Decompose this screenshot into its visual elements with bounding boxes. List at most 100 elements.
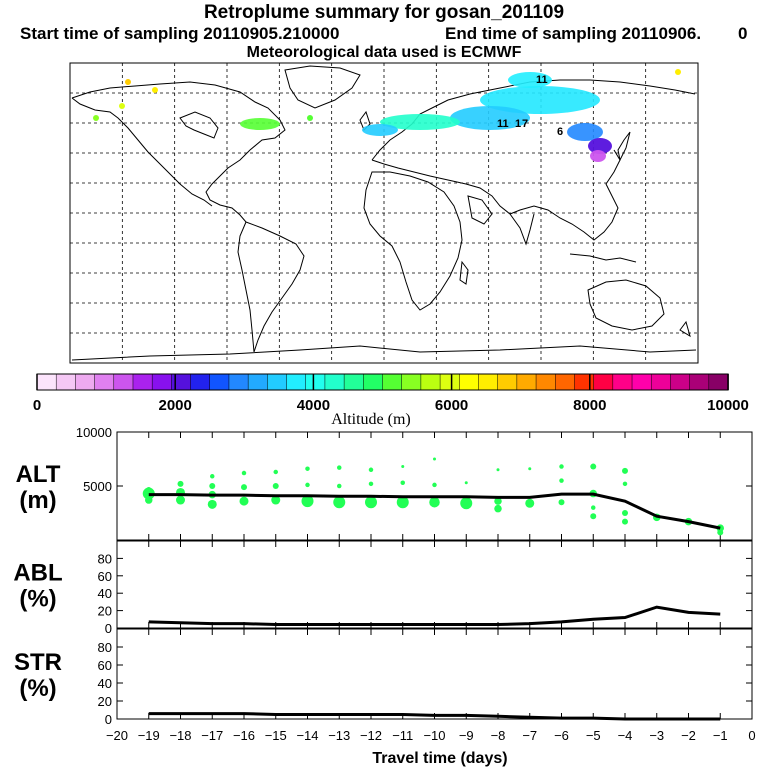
y-tick-label: 20 [98, 694, 112, 709]
panel-alt: 10000 5000 ALT(m) [16, 425, 753, 541]
colorbar-cell [689, 373, 710, 391]
x-tick-label: −8 [491, 728, 506, 743]
abl-fraction-line [148, 605, 721, 627]
colorbar-tick-label: 4000 [297, 397, 330, 414]
altitude-point [337, 483, 342, 489]
altitude-point [432, 482, 437, 488]
panel-label-name: STR [14, 649, 62, 676]
colorbar-tick-label: 6000 [435, 397, 468, 414]
y-tick-label: 0 [105, 621, 112, 636]
colorbar-cell [574, 373, 595, 391]
colorbar-cell [497, 373, 518, 391]
altitude-point [429, 496, 440, 508]
altitude-point [271, 495, 281, 505]
plume-label: 11 [497, 118, 509, 130]
y-tick-label: 10000 [76, 425, 112, 440]
plume-labels: 11 11 1 7 6 [497, 74, 563, 138]
altitude-colorbar: 0 2000 4000 6000 8000 10000 Altitude (m) [33, 373, 749, 428]
altitude-point [368, 481, 374, 487]
altitude-point [207, 499, 217, 509]
colorbar-cell [171, 373, 192, 391]
colorbar-cell [286, 373, 307, 391]
altitude-point [528, 467, 532, 471]
median-altitude-line [148, 492, 721, 530]
x-tick-label: −3 [649, 728, 664, 743]
altitude-point [400, 480, 405, 486]
x-tick-label: −19 [138, 728, 160, 743]
altitude-point [305, 482, 310, 488]
x-tick-label: −16 [233, 728, 255, 743]
x-tick-label: −20 [106, 728, 128, 743]
colorbar-cell [670, 373, 691, 391]
world-map: 11 11 1 7 6 [69, 62, 699, 364]
x-tick-label: −14 [296, 728, 318, 743]
colorbar-tick-label: 8000 [573, 397, 606, 414]
colorbar-cell [439, 373, 461, 391]
plume-trace [93, 69, 681, 162]
colorbar-tick-label: 0 [33, 397, 41, 414]
panel-label-name: ALT [16, 461, 61, 488]
x-tick-label: −11 [392, 728, 413, 743]
y-tick-label: 40 [98, 586, 112, 601]
x-tick-label: −2 [681, 728, 696, 743]
y-tick-label: 20 [98, 604, 112, 619]
x-tick-label: −13 [328, 728, 350, 743]
colorbar-cell [132, 373, 153, 391]
colorbar-cell [612, 373, 633, 391]
altitude-point [333, 496, 346, 509]
altitude-point [559, 478, 564, 483]
panel-frame [116, 540, 753, 629]
colorbar-cell [535, 373, 556, 391]
panel-frame [116, 628, 753, 720]
colorbar-label: Altitude (m) [331, 411, 411, 428]
colorbar-cell [516, 373, 537, 391]
x-tick-label: −12 [360, 728, 382, 743]
colorbar-cell [75, 373, 96, 391]
colorbar-cell [708, 373, 729, 391]
altitude-point [401, 465, 405, 469]
altitude-point [494, 497, 502, 505]
altitude-point [590, 463, 597, 470]
colorbar-cell [55, 373, 77, 391]
plume-label: 6 [557, 126, 563, 138]
colorbar-tick-label: 10000 [707, 397, 749, 414]
plume-label: 7 [522, 118, 528, 130]
colorbar-cell [631, 373, 652, 391]
colorbar-cell [459, 373, 480, 391]
altitude-point [176, 495, 185, 505]
y-tick-label: 40 [98, 676, 112, 691]
altitude-point [365, 496, 377, 509]
colorbar-cell [324, 373, 345, 391]
y-tick-label: 5000 [83, 479, 112, 494]
altitude-point [460, 497, 473, 510]
x-tick-label: −5 [586, 728, 601, 743]
altitude-point [241, 470, 247, 476]
time-series-panels: 100005000ALT(m)020406080ABL(%)020406080S… [13, 425, 755, 767]
colorbar-cell [420, 373, 441, 391]
y-tick-label: 0 [105, 712, 112, 727]
altitude-point [558, 499, 565, 506]
panel-label-unit: (%) [19, 586, 56, 613]
altitude-point [210, 474, 215, 479]
x-tick-label: −10 [423, 728, 445, 743]
panel-label-name: ABL [13, 560, 62, 587]
altitude-point [145, 496, 153, 504]
colorbar-cell [267, 373, 288, 391]
altitude-point [433, 457, 436, 461]
y-tick-label: 60 [98, 658, 112, 673]
panel-label-unit: (%) [19, 675, 56, 702]
str-fraction-line [148, 712, 721, 721]
map-gridlines [70, 63, 698, 363]
colorbar-cell [382, 373, 403, 391]
plume-label: 11 [536, 74, 548, 86]
altitude-point [241, 484, 247, 491]
y-tick-label: 60 [98, 569, 112, 584]
panel-label-unit: (m) [19, 487, 56, 514]
colorbar-cell [228, 373, 249, 391]
colorbar-cell [555, 373, 576, 391]
start-time-label: Start time of sampling 20110905.210000 [20, 24, 340, 43]
altitude-point [337, 465, 342, 470]
altitude-point [622, 481, 628, 487]
end-time-label: End time of sampling 20110906. [445, 24, 702, 43]
